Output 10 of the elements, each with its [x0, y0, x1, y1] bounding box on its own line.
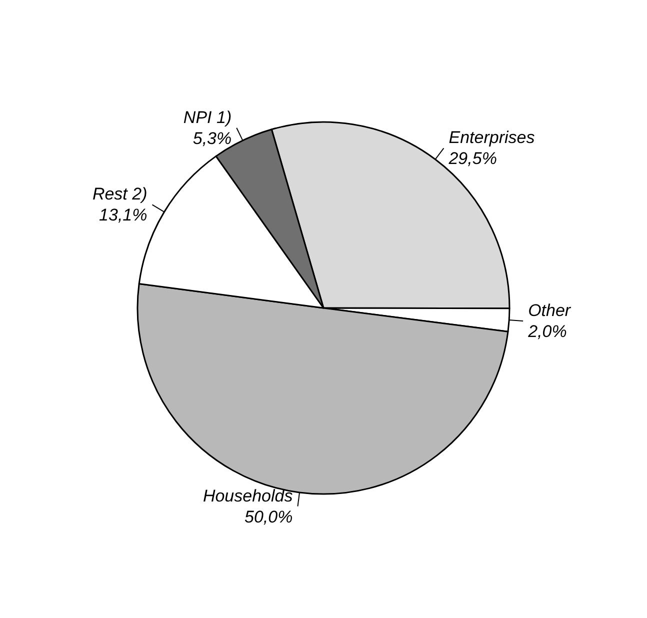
data-label: 50,0% [244, 507, 293, 526]
slice-label: Rest 2) [92, 184, 148, 204]
data-label: 13,1% [99, 206, 148, 225]
slice-label: Enterprises [448, 128, 536, 148]
slice-label: Other [528, 300, 572, 320]
data-label: 29,5% [448, 149, 497, 168]
slice-label: NPI 1) [183, 108, 232, 127]
data-label: 5,3% [192, 128, 232, 148]
slice-label: Households [202, 486, 294, 506]
data-label: 2,0% [527, 322, 567, 341]
